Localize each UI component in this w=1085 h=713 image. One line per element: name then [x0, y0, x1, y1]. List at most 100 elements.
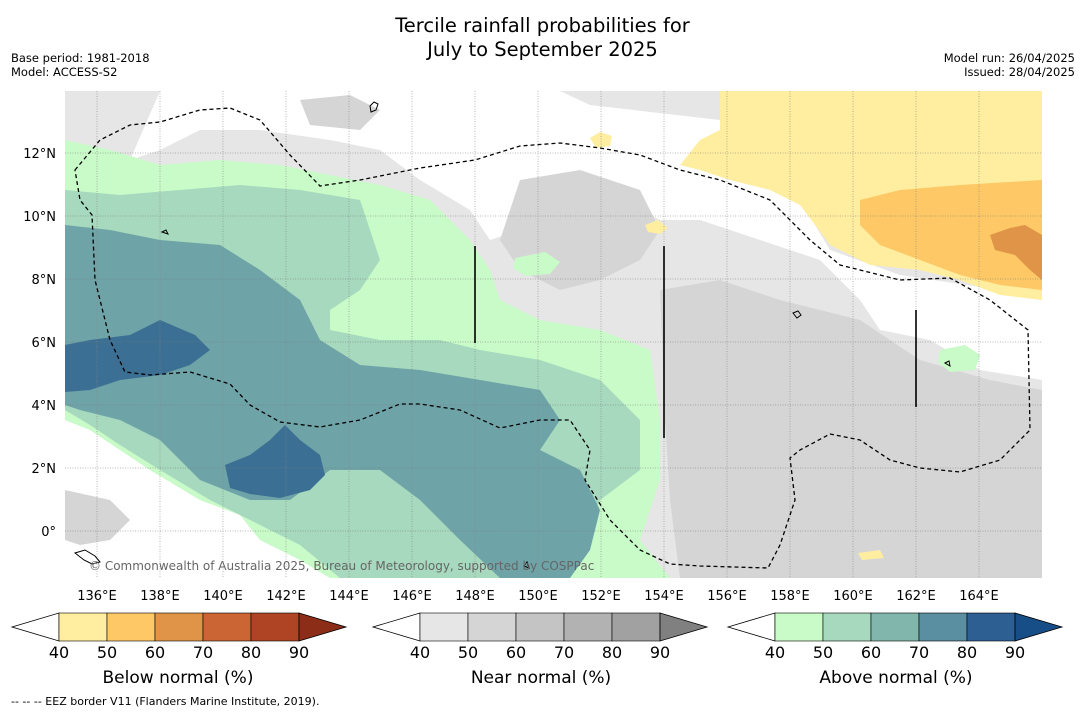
lon-label: 144°E — [329, 589, 369, 604]
colorbar-below-normal: 40 50 60 70 80 90 — [10, 612, 348, 662]
colorbar-tick-label: 70 — [193, 643, 213, 662]
below-normal-40-patch-mid — [645, 220, 668, 234]
lon-label: 156°E — [707, 589, 747, 604]
near-normal-50-southwest — [65, 490, 130, 545]
lat-label: 6°N — [32, 336, 57, 351]
colorbar-tick-label: 40 — [49, 643, 69, 662]
colorbar-extend-low — [10, 612, 60, 642]
graticule — [65, 152, 1042, 532]
model-run-text: Model run: 26/04/2025 — [943, 51, 1075, 65]
colorbar-extend-high — [659, 612, 709, 642]
lon-label: 142°E — [266, 589, 306, 604]
near-normal-50-north — [300, 95, 380, 130]
colorbar-segment — [467, 612, 517, 642]
colorbar-segment — [774, 612, 824, 642]
title-line-2: July to September 2025 — [427, 38, 658, 61]
colorbar-tick-label: 80 — [241, 643, 261, 662]
colorbar-tick-label: 90 — [1005, 643, 1025, 662]
below-normal-40-patch-north — [590, 132, 612, 148]
lon-label: 158°E — [770, 589, 810, 604]
probability-map: © Commonwealth of Australia 2025, Bureau… — [65, 91, 1042, 578]
colorbar-tick-label: 90 — [650, 643, 670, 662]
above-normal-70-blob-west — [65, 320, 210, 392]
above-normal-70-blob-central — [225, 425, 325, 498]
colorbar-segment — [918, 612, 968, 642]
colorbar-extend-high — [1014, 612, 1064, 642]
colorbar-extend-low — [371, 612, 421, 642]
model-info: Base period: 1981-2018 Model: ACCESS-S2 — [11, 51, 150, 79]
title-line-1: Tercile rainfall probabilities for — [395, 14, 690, 37]
colorbar-above-normal: 40 50 60 70 80 90 — [726, 612, 1064, 662]
below-normal-60-blob — [990, 225, 1042, 280]
lon-label: 148°E — [455, 589, 495, 604]
lat-label: 8°N — [32, 273, 57, 288]
colorbar-segment — [250, 612, 300, 642]
lon-label: 138°E — [140, 589, 180, 604]
base-period-text: Base period: 1981-2018 — [11, 51, 150, 65]
colorbar-tick-label: 60 — [861, 643, 881, 662]
colorbar-segment — [106, 612, 156, 642]
colorbar-tick-label: 50 — [458, 643, 478, 662]
lat-label: 0° — [41, 525, 56, 540]
lon-label: 140°E — [203, 589, 243, 604]
near-normal-50-east — [660, 280, 1042, 578]
colorbar-extend-low — [726, 612, 776, 642]
colorbar-near-normal: 40 50 60 70 80 90 — [371, 612, 709, 662]
lon-label: 146°E — [392, 589, 432, 604]
lon-label: 164°E — [959, 589, 999, 604]
colorbar-segment — [870, 612, 920, 642]
colorbar-segment — [419, 612, 469, 642]
lat-label: 12°N — [23, 147, 56, 162]
run-info: Model run: 26/04/2025 Issued: 28/04/2025 — [944, 51, 1075, 79]
model-name-text: Model: ACCESS-S2 — [11, 65, 118, 79]
lon-label: 150°E — [518, 589, 558, 604]
colorbar-tick-label: 70 — [909, 643, 929, 662]
colorbar-segment — [822, 612, 872, 642]
lat-label: 4°N — [32, 399, 57, 414]
lat-label: 10°N — [23, 210, 56, 225]
below-normal-40-patch-south — [858, 550, 884, 560]
colorbar-tick-label: 80 — [602, 643, 622, 662]
colorbar-title-below: Below normal (%) — [102, 668, 254, 688]
colorbar-segment — [154, 612, 204, 642]
latitude-labels: 12°N 10°N 8°N 6°N 4°N 2°N 0° — [23, 147, 56, 540]
lon-label: 154°E — [644, 589, 684, 604]
colorbar-tick-label: 50 — [97, 643, 117, 662]
colorbar-segment — [563, 612, 613, 642]
colorbar-segment — [966, 612, 1016, 642]
lon-label: 136°E — [77, 589, 117, 604]
colorbar-extend-high — [298, 612, 348, 642]
below-normal-50-region — [860, 180, 1042, 290]
colorbar-segment — [611, 612, 661, 642]
colorbar-title-near: Near normal (%) — [470, 668, 612, 688]
colorbar-segment — [58, 612, 108, 642]
islands — [73, 101, 951, 569]
above-normal-60-region — [65, 225, 600, 578]
figure-title: Tercile rainfall probabilities for July … — [0, 14, 1085, 62]
longitude-labels: 136°E 138°E 140°E 142°E 144°E 146°E 148°… — [77, 589, 999, 604]
issued-text: Issued: 28/04/2025 — [964, 65, 1075, 79]
colorbar-tick-label: 60 — [145, 643, 165, 662]
colorbar-tick-label: 70 — [554, 643, 574, 662]
lon-label: 152°E — [581, 589, 621, 604]
colorbar-tick-label: 60 — [506, 643, 526, 662]
colorbar-tick-label: 50 — [813, 643, 833, 662]
copyright-text: © Commonwealth of Australia 2025, Bureau… — [89, 559, 594, 573]
lat-label: 2°N — [32, 462, 57, 477]
colorbar-title-above: Above normal (%) — [819, 668, 973, 688]
white-area-west — [65, 420, 330, 578]
colorbar-segment — [515, 612, 565, 642]
eez-footnote: -- -- -- EEZ border V11 (Flanders Marine… — [11, 695, 320, 708]
colorbar-tick-label: 40 — [765, 643, 785, 662]
colorbar-tick-label: 90 — [289, 643, 309, 662]
colorbar-tick-label: 80 — [957, 643, 977, 662]
colorbar-segment — [202, 612, 252, 642]
lon-label: 160°E — [833, 589, 873, 604]
colorbar-tick-label: 40 — [410, 643, 430, 662]
lon-label: 162°E — [896, 589, 936, 604]
eez-borders — [74, 107, 1031, 569]
boundary-lines — [474, 246, 917, 438]
above-normal-50-mid-patch — [513, 252, 560, 276]
